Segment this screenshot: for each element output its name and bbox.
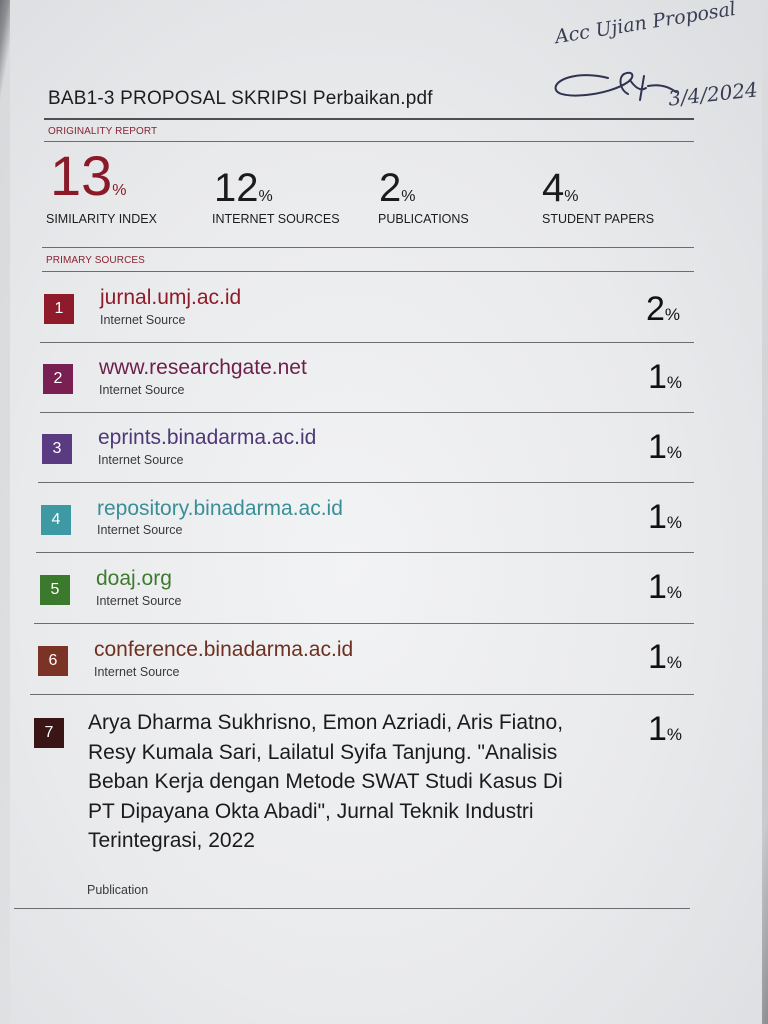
source-divider	[36, 552, 694, 553]
handwritten-approval: Acc Ujian Proposal 3/4/2024	[548, 0, 768, 126]
source-rank-badge: 3	[42, 434, 72, 464]
stats-divider	[42, 247, 694, 248]
source-percent: 1%	[648, 498, 683, 536]
student-papers-label: STUDENT PAPERS	[542, 212, 655, 226]
source-percent: 1%	[648, 358, 683, 396]
source-percent: 1%	[648, 568, 683, 606]
internet-sources-value: 12%	[214, 166, 273, 210]
source-type: Internet Source	[98, 453, 184, 467]
source-type: Publication	[87, 883, 149, 897]
source-title: conference.binadarma.ac.id	[94, 638, 354, 661]
source-title: doaj.org	[96, 567, 172, 590]
handwritten-note: Acc Ujian Proposal	[553, 0, 738, 49]
source-rank-badge: 4	[41, 505, 71, 535]
source-divider	[40, 342, 694, 343]
publications-value: 2%	[379, 166, 416, 210]
internet-sources-label: INTERNET SOURCES	[212, 212, 340, 226]
originality-divider	[44, 141, 694, 142]
primary-sources-label: PRIMARY SOURCES	[46, 255, 145, 266]
document-title: BAB1-3 PROPOSAL SKRIPSI Perbaikan.pdf	[48, 88, 433, 109]
source-type: Internet Source	[97, 523, 183, 537]
source-rank-badge: 5	[40, 575, 70, 605]
source-divider	[38, 482, 694, 483]
source-divider	[34, 623, 694, 624]
source-divider	[40, 412, 694, 413]
source-title: repository.binadarma.ac.id	[97, 497, 343, 520]
similarity-index-value: 13%	[50, 144, 127, 207]
source-divider	[14, 908, 690, 909]
source-percent: 1%	[648, 638, 683, 676]
source-rank-badge: 6	[38, 646, 68, 676]
source-title: www.researchgate.net	[99, 356, 307, 379]
source-percent: 1%	[648, 428, 683, 466]
source-title: eprints.binadarma.ac.id	[98, 426, 317, 449]
source-rank-badge: 2	[43, 364, 73, 394]
signature-icon	[554, 71, 677, 101]
source-type: Internet Source	[99, 383, 185, 397]
source-percent: 1%	[648, 710, 683, 748]
source-title: jurnal.umj.ac.id	[100, 286, 242, 309]
source-type: Internet Source	[100, 313, 186, 327]
primary-sources-divider	[42, 271, 694, 272]
source-rank-badge: 1	[44, 294, 74, 324]
source-divider	[30, 694, 694, 695]
title-divider	[44, 118, 694, 120]
source-rank-badge: 7	[34, 718, 64, 748]
publications-label: PUBLICATIONS	[378, 212, 469, 226]
source-percent: 2%	[646, 290, 681, 328]
source-type: Internet Source	[96, 594, 182, 608]
originality-report-label: ORIGINALITY REPORT	[48, 126, 158, 137]
similarity-index-label: SIMILARITY INDEX	[46, 212, 157, 226]
student-papers-value: 4%	[542, 166, 579, 210]
report-page	[10, 0, 762, 1024]
source-type: Internet Source	[94, 665, 180, 679]
source-title: Arya Dharma Sukhrisno, Emon Azriadi, Ari…	[88, 711, 564, 852]
